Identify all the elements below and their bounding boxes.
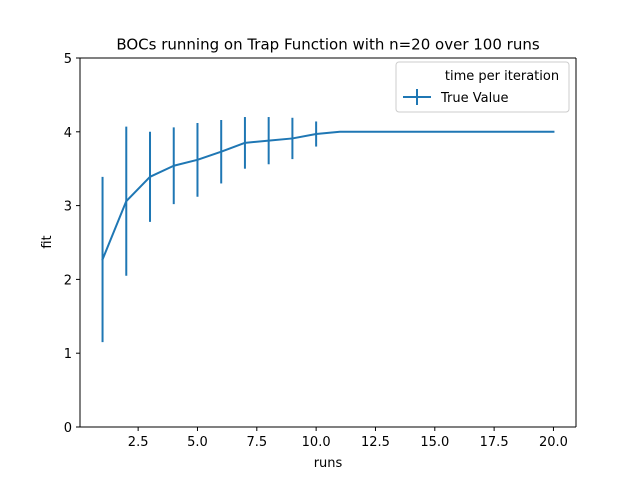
x-tick-label: 2.5 — [128, 435, 149, 450]
y-axis-label: fit — [40, 235, 55, 248]
legend-entry-label: True Value — [440, 91, 508, 106]
x-tick-label: 7.5 — [246, 435, 267, 450]
x-tick-label: 12.5 — [361, 435, 390, 450]
legend-frame — [395, 61, 570, 113]
legend-title: time per iteration — [445, 69, 559, 84]
x-tick-label: 5.0 — [187, 435, 208, 450]
y-axis: 0 1 2 3 4 5 — [64, 52, 80, 436]
y-tick-label: 4 — [64, 126, 72, 141]
y-tick-label: 2 — [64, 273, 72, 288]
y-tick-label: 1 — [64, 347, 72, 362]
y-tick-label: 0 — [64, 421, 72, 436]
x-tick-label: 20.0 — [539, 435, 568, 450]
chart-title: BOCs running on Trap Function with n=20 … — [116, 36, 539, 54]
plot-area — [79, 57, 577, 428]
x-axis: 2.5 5.0 7.5 10.0 12.5 15.0 17.5 20.0 — [128, 427, 568, 450]
y-tick-label: 3 — [64, 200, 72, 215]
x-tick-label: 15.0 — [420, 435, 449, 450]
x-axis-label: runs — [314, 456, 343, 471]
x-tick-label: 10.0 — [302, 435, 331, 450]
series-line-true-value — [101, 130, 555, 261]
y-tick-label: 5 — [64, 52, 72, 67]
legend: time per iteration True Value — [395, 61, 570, 113]
x-tick-label: 17.5 — [480, 435, 509, 450]
